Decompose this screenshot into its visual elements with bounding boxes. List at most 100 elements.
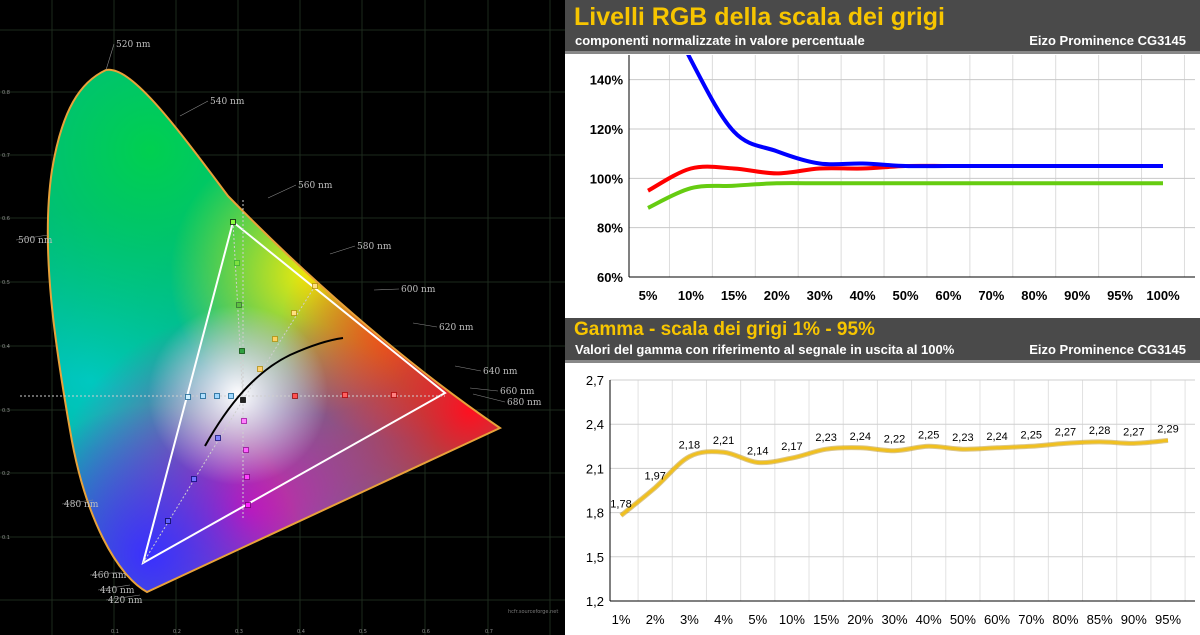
wavelength-tick: [267, 184, 297, 199]
gamma-data-label: 2,23: [952, 432, 973, 444]
rgb-x-tick: 50%: [892, 288, 918, 303]
wavelength-label: 680 nm: [507, 398, 542, 408]
cie-y-tick: 0.7: [2, 153, 10, 159]
cie-axis-ticks: 0.1 0.2 0.3 0.4 0.5 0.6 0.7 0.8 0.7 0.6 0.5 0.4 0.3 0…: [2, 90, 493, 635]
measurement-marker: [236, 302, 242, 308]
rgb-levels-panel: Livelli RGB della scala dei grigi compon…: [565, 0, 1200, 318]
gamma-x-tick: 4%: [714, 612, 733, 627]
measurement-marker: [272, 336, 278, 342]
gamma-data-label: 2,27: [1123, 426, 1144, 438]
wavelength-label: 640 nm: [483, 367, 518, 377]
measurement-marker: [257, 366, 263, 372]
gamma-chart-subtitle: Valori del gamma con riferimento al segn…: [575, 342, 955, 357]
gamma-x-tick: 90%: [1121, 612, 1147, 627]
cie-chromaticity-svg: 520 nm 540 nm 560 nm 580 nm 600 nm 620 nm 640 …: [0, 0, 565, 635]
wavelength-label: 440 nm: [100, 586, 135, 596]
measurement-marker: [240, 397, 246, 403]
rgb-x-tick: 5%: [639, 288, 658, 303]
gamma-x-tick: 3%: [680, 612, 699, 627]
gamma-chart-brand: Eizo Prominence CG3145: [1029, 342, 1186, 357]
gamma-x-tick: 40%: [916, 612, 942, 627]
wavelength-tick: [179, 100, 209, 117]
gamma-data-label: 2,24: [986, 431, 1007, 443]
rgb-x-tick: 95%: [1107, 288, 1133, 303]
measurement-marker: [214, 393, 220, 399]
rgb-panel-header: Livelli RGB della scala dei grigi compon…: [565, 0, 1200, 54]
planckian-locus: [204, 337, 344, 447]
cie-x-tick: 0.4: [297, 629, 305, 635]
measurement-marker: [191, 476, 197, 482]
rgb-x-tick: 80%: [1021, 288, 1047, 303]
rgb-series-line: [686, 55, 1163, 169]
gamma-data-label: 2,29: [1157, 423, 1178, 435]
gamut-triangle: [141, 220, 447, 566]
gamma-data-label: 2,22: [884, 434, 905, 446]
measurement-marker: [391, 392, 397, 398]
wavelength-tick: [105, 594, 141, 601]
rgb-x-tick: 100%: [1146, 288, 1180, 303]
cie-measurement-markers: [165, 219, 397, 524]
measurement-marker: [234, 260, 240, 266]
gamma-data-label: 2,28: [1089, 425, 1110, 437]
cie-x-tick: 0.7: [485, 629, 493, 635]
measurement-marker: [312, 283, 318, 289]
gamma-data-label: 2,18: [679, 440, 700, 452]
gamma-y-tick: 1,2: [586, 594, 604, 609]
cie-y-tick: 0.2: [2, 471, 10, 477]
gamma-x-tick: 80%: [1052, 612, 1078, 627]
wavelength-tick: [472, 393, 506, 403]
gamma-y-tick: 2,4: [586, 417, 604, 432]
cie-y-tick: 0.3: [2, 408, 10, 414]
measurement-marker: [243, 447, 249, 453]
rgb-x-tick: 30%: [807, 288, 833, 303]
measurement-marker: [215, 435, 221, 441]
measurement-marker: [200, 393, 206, 399]
gamma-panel-header: Gamma - scala dei grigi 1% - 95% Valori …: [565, 318, 1200, 363]
wavelength-label: 460 nm: [92, 571, 127, 581]
wavelength-label: 420 nm: [108, 596, 143, 606]
cie-y-tick: 0.4: [2, 344, 10, 350]
rgb-x-tick: 15%: [721, 288, 747, 303]
wavelength-label: 660 nm: [500, 387, 535, 397]
cie-diagram: 520 nm 540 nm 560 nm 580 nm 600 nm 620 nm 640 …: [0, 0, 565, 635]
rgb-chart-subtitle: componenti normalizzate in valore percen…: [575, 33, 865, 48]
gamma-data-label: 2,25: [918, 429, 939, 441]
rgb-chart-brand: Eizo Prominence CG3145: [1029, 33, 1186, 48]
rgb-levels-chart: 60% 80% 100% 120% 140% 5% 10% 15% 20% 30% 40% 50% 60…: [590, 55, 1195, 303]
gamma-x-tick: 10%: [779, 612, 805, 627]
measurement-marker: [185, 394, 191, 400]
wavelength-label: 480 nm: [64, 500, 99, 510]
cie-y-tick: 0.8: [2, 90, 10, 96]
measurement-marker: [291, 310, 297, 316]
cie-locus-border: [46, 68, 503, 594]
gamma-data-label: 1,97: [644, 471, 665, 483]
cie-y-tick: 0.6: [2, 216, 10, 222]
measurement-marker: [239, 348, 245, 354]
gamma-x-tick: 70%: [1018, 612, 1044, 627]
gamma-x-tick: 95%: [1155, 612, 1181, 627]
measurement-marker: [342, 392, 348, 398]
gamma-data-label: 1,78: [610, 499, 631, 511]
rgb-y-tick: 80%: [597, 221, 623, 236]
gamma-y-tick: 1,5: [586, 550, 604, 565]
measurement-marker: [292, 393, 298, 399]
wavelength-label: 500 nm: [18, 236, 53, 246]
rgb-x-tick: 60%: [935, 288, 961, 303]
cie-y-tick: 0.1: [2, 535, 10, 541]
gamma-x-tick: 50%: [950, 612, 976, 627]
gamma-x-tick: 85%: [1087, 612, 1113, 627]
gamma-panel: Gamma - scala dei grigi 1% - 95% Valori …: [565, 318, 1200, 635]
cie-x-tick: 0.3: [235, 629, 243, 635]
gamma-data-label: 2,14: [747, 446, 768, 458]
wavelength-label: 580 nm: [357, 242, 392, 252]
wavelength-tick: [412, 322, 438, 328]
gamma-chart: 1,2 1,5 1,8 2,1 2,4 2,7 1% 2% 3% 4% 5% 10% 15% 20% 30%…: [586, 373, 1195, 627]
rgb-y-tick: 140%: [590, 73, 624, 88]
gamma-y-tick: 1,8: [586, 506, 604, 521]
wavelength-tick: [373, 288, 400, 291]
gamma-data-label: 2,25: [1021, 429, 1042, 441]
wavelength-tick: [61, 499, 94, 505]
measurement-marker: [245, 502, 251, 508]
cie-credit: hcfr.sourceforge.net: [508, 609, 558, 615]
gamma-data-label: 2,24: [850, 431, 871, 443]
